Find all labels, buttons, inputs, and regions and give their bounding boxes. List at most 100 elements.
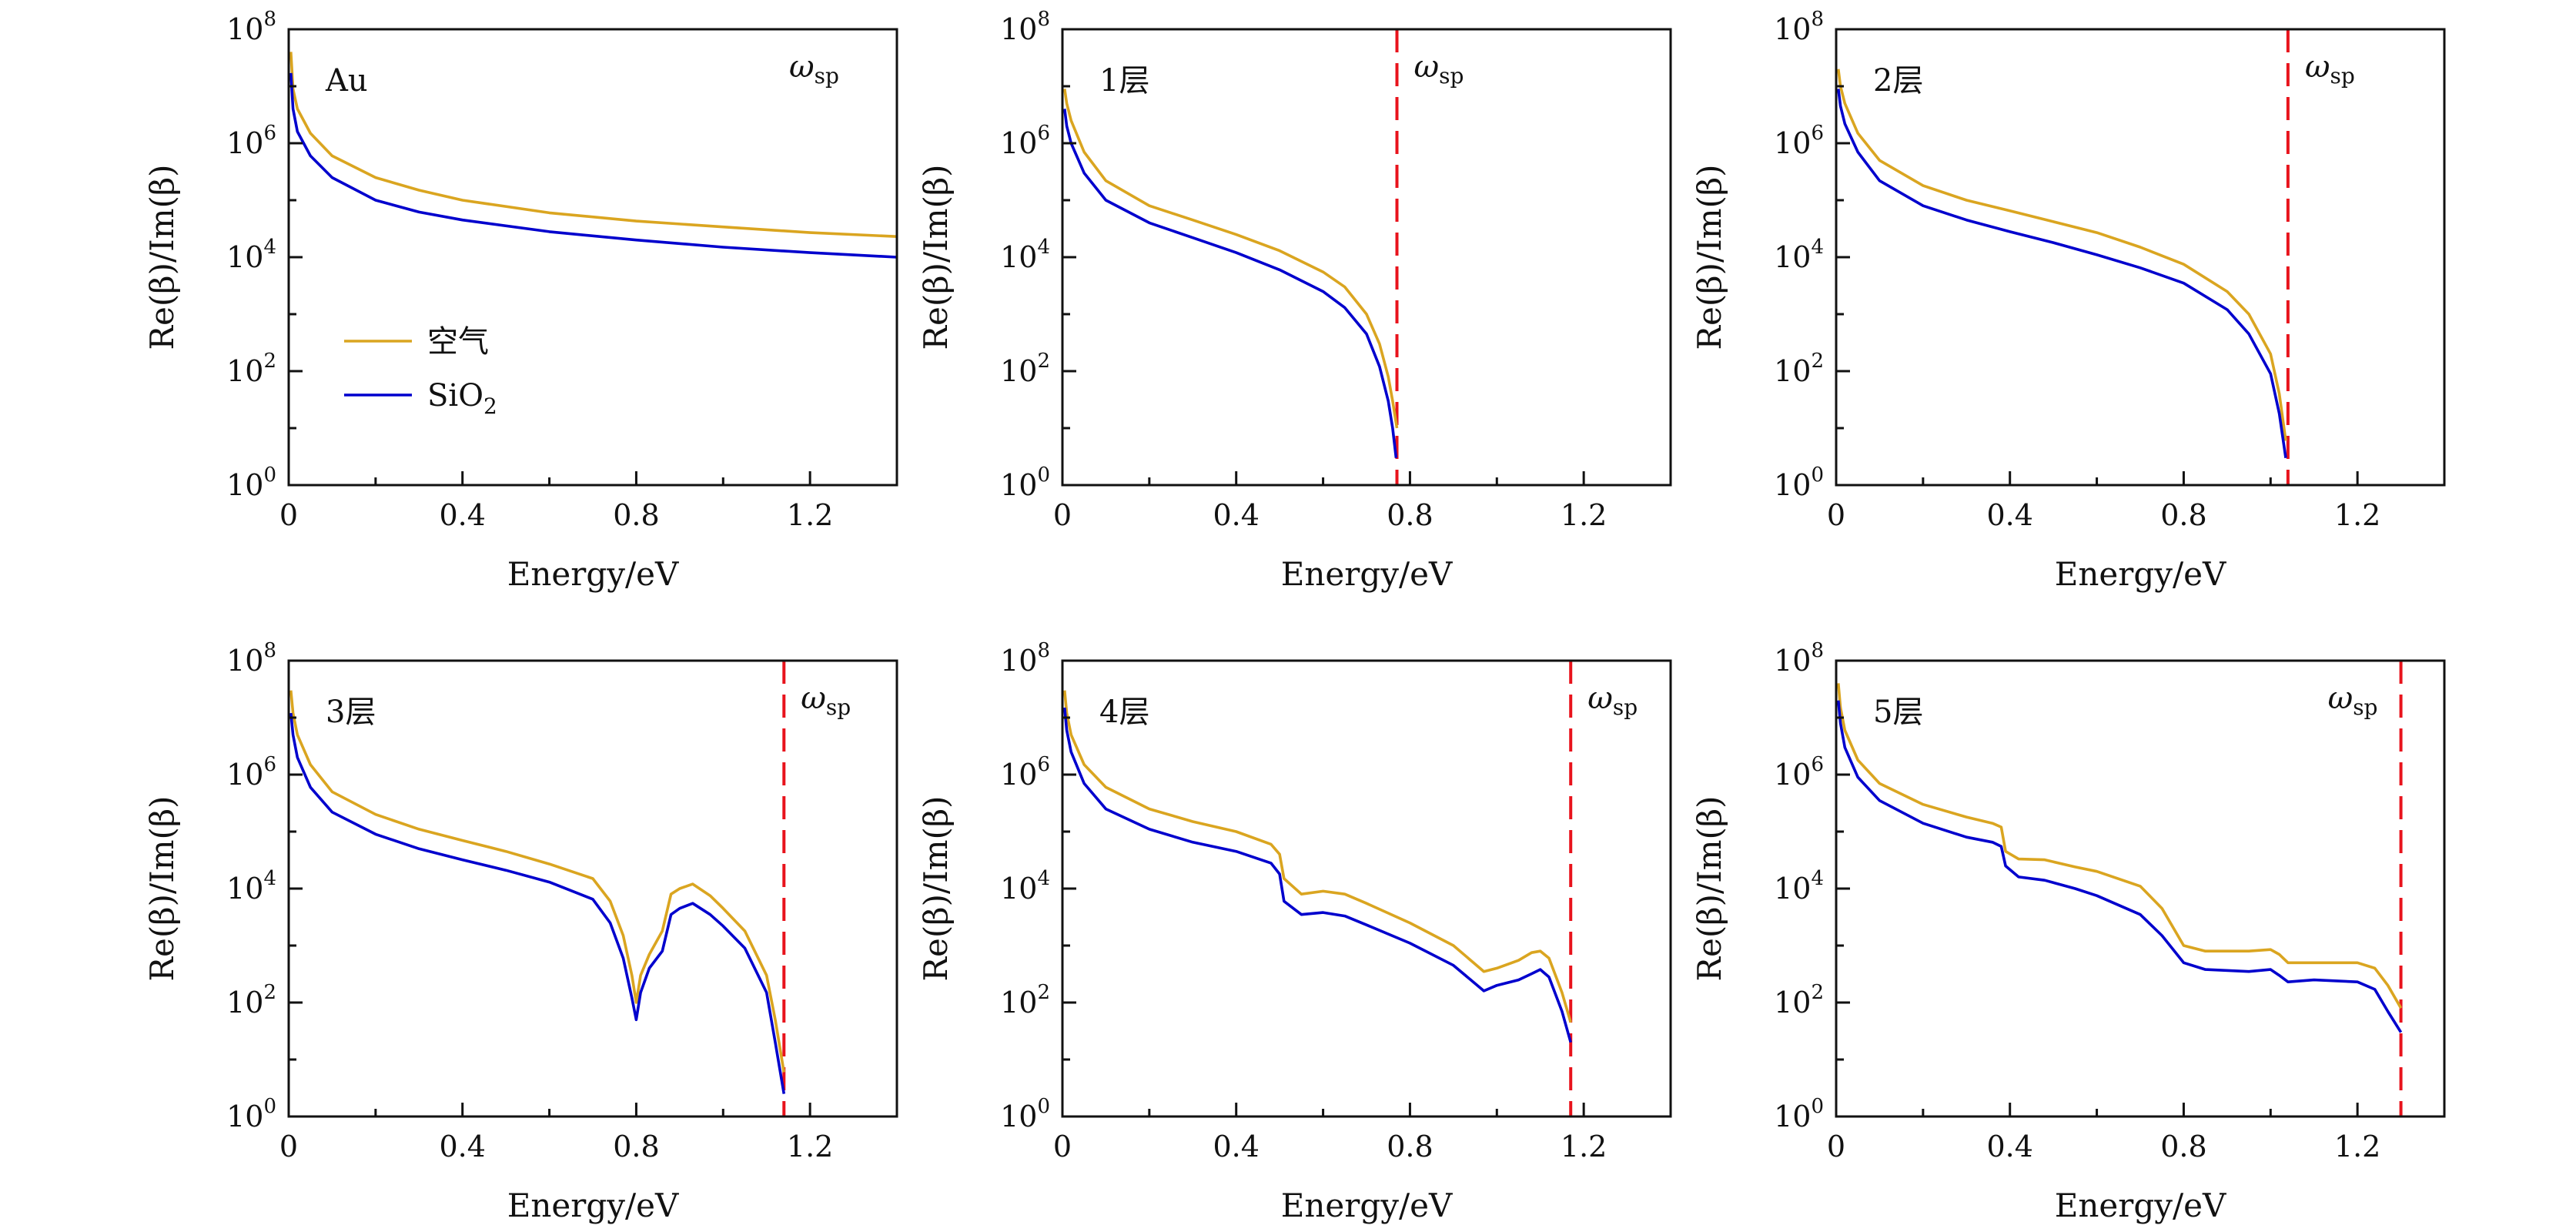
x-axis-label: Energy/eV	[507, 1187, 679, 1224]
series-sio2-line	[289, 712, 786, 1094]
plot-area	[289, 690, 786, 1094]
omega-symbol: ω	[801, 681, 826, 716]
x-tick-label: 1.2	[1561, 498, 1607, 532]
y-tick-base: 10	[1000, 1100, 1037, 1133]
y-tick-label: 100	[1774, 1095, 1824, 1133]
panel-6: 0 0.4 0.8 1.2100102104106108Energy/eVRe(β)/…	[1691, 639, 2446, 1224]
y-tick-exponent: 2	[263, 981, 276, 1004]
plot-frame	[1835, 659, 2446, 1118]
y-tick-base: 10	[1000, 872, 1037, 906]
y-tick-base: 10	[1774, 126, 1811, 160]
panel-1: 0 0.4 0.8 1.2100102104106108Energy/eVRe(β)/…	[143, 8, 898, 593]
plot-frame	[1061, 659, 1672, 1118]
x-tick-label: 1.2	[787, 1130, 833, 1163]
y-tick-label: 108	[226, 639, 276, 678]
y-tick-exponent: 6	[1037, 753, 1050, 776]
y-tick-base: 10	[226, 240, 263, 274]
y-axis-label: Re(β)/Im(β)	[1691, 795, 1728, 981]
y-tick-base: 10	[1000, 468, 1037, 502]
y-tick-exponent: 0	[1811, 464, 1824, 487]
x-tick-label: 0.8	[1387, 498, 1433, 532]
x-tick-label: 0.8	[2160, 498, 2206, 532]
legend-subscript: 2	[483, 393, 497, 419]
omega-symbol: ω	[789, 49, 815, 85]
y-axis-label: Re(β)/Im(β)	[917, 164, 955, 350]
x-tick-label: 0.8	[2160, 1130, 2206, 1163]
y-axis-label: Re(β)/Im(β)	[1691, 164, 1728, 350]
y-tick-base: 10	[1774, 468, 1811, 502]
series-air-line	[1837, 683, 2403, 1009]
y-tick-exponent: 2	[263, 350, 276, 373]
omega-symbol: ω	[2328, 681, 2354, 716]
plot-frame	[287, 28, 898, 487]
series-sio2-line	[289, 72, 897, 259]
y-tick-base: 10	[1774, 354, 1811, 388]
legend-label: 空气	[427, 324, 489, 360]
x-tick-label: 1.2	[2334, 498, 2380, 532]
panel-label: 4层	[1099, 695, 1149, 730]
omega-sp-label: ωsp	[1414, 49, 1464, 89]
panel-2: 0 0.4 0.8 1.2100102104106108Energy/eVRe(β)/…	[917, 8, 1672, 593]
legend-name: SiO	[427, 378, 483, 413]
y-tick-exponent: 2	[1037, 981, 1050, 1004]
y-tick-exponent: 4	[1811, 867, 1824, 890]
y-tick-exponent: 2	[1811, 981, 1824, 1004]
y-tick-exponent: 8	[1037, 8, 1050, 31]
y-tick-label: 108	[1774, 639, 1824, 678]
plot-area	[1063, 89, 1399, 458]
y-tick-exponent: 4	[1037, 867, 1050, 890]
y-tick-label: 104	[226, 236, 276, 274]
y-axis-label: Re(β)/Im(β)	[143, 795, 181, 981]
y-axis-label: Re(β)/Im(β)	[917, 795, 955, 981]
panel-3: 0 0.4 0.8 1.2100102104106108Energy/eVRe(β)/…	[1691, 8, 2446, 593]
y-tick-base: 10	[1774, 12, 1811, 46]
y-tick-label: 100	[1000, 1095, 1050, 1133]
y-tick-label: 106	[1774, 753, 1824, 792]
omega-symbol: ω	[1414, 49, 1440, 85]
x-tick-label: 0.4	[1213, 1130, 1259, 1163]
x-tick-label: 0	[279, 1130, 298, 1163]
y-tick-exponent: 0	[1811, 1095, 1824, 1118]
panel-label: 5层	[1873, 695, 1923, 730]
legend-name: 空气	[427, 324, 489, 360]
omega-subscript: sp	[2330, 63, 2354, 89]
y-tick-exponent: 2	[1037, 350, 1050, 373]
y-tick-base: 10	[1000, 354, 1037, 388]
series-sio2-line	[1063, 707, 1572, 1043]
y-tick-exponent: 8	[1811, 639, 1824, 662]
omega-subscript: sp	[2353, 695, 2377, 720]
y-tick-base: 10	[226, 1100, 263, 1133]
y-tick-base: 10	[1774, 986, 1811, 1019]
plot-frame	[1835, 28, 2446, 487]
y-tick-label: 106	[226, 753, 276, 792]
plot-area	[1837, 69, 2287, 458]
x-tick-label: 0.4	[1986, 1130, 2032, 1163]
series-air-line	[1063, 690, 1572, 1023]
panel-4: 0 0.4 0.8 1.2100102104106108Energy/eVRe(β)/…	[143, 639, 898, 1224]
y-tick-exponent: 0	[263, 464, 276, 487]
plot-frame	[1061, 28, 1672, 487]
panel-label: 2层	[1873, 63, 1923, 99]
plot-area	[1837, 683, 2403, 1033]
y-tick-base: 10	[1000, 758, 1037, 792]
omega-symbol: ω	[2305, 49, 2330, 85]
y-tick-base: 10	[1774, 644, 1811, 678]
omega-subscript: sp	[1439, 63, 1464, 89]
y-tick-label: 104	[226, 867, 276, 906]
omega-symbol: ω	[1587, 681, 1613, 716]
panel-label: 3层	[326, 695, 376, 730]
y-tick-base: 10	[1774, 758, 1811, 792]
y-tick-base: 10	[226, 468, 263, 502]
y-tick-base: 10	[226, 354, 263, 388]
x-tick-label: 0.4	[1986, 498, 2032, 532]
y-tick-base: 10	[226, 872, 263, 906]
y-tick-base: 10	[1774, 240, 1811, 274]
series-sio2-line	[1063, 109, 1398, 458]
y-tick-exponent: 4	[263, 867, 276, 890]
x-tick-label: 0.8	[1387, 1130, 1433, 1163]
y-tick-base: 10	[1774, 1100, 1811, 1133]
omega-sp-label: ωsp	[1587, 681, 1638, 720]
y-tick-label: 108	[1000, 639, 1050, 678]
y-tick-label: 102	[1774, 981, 1824, 1019]
